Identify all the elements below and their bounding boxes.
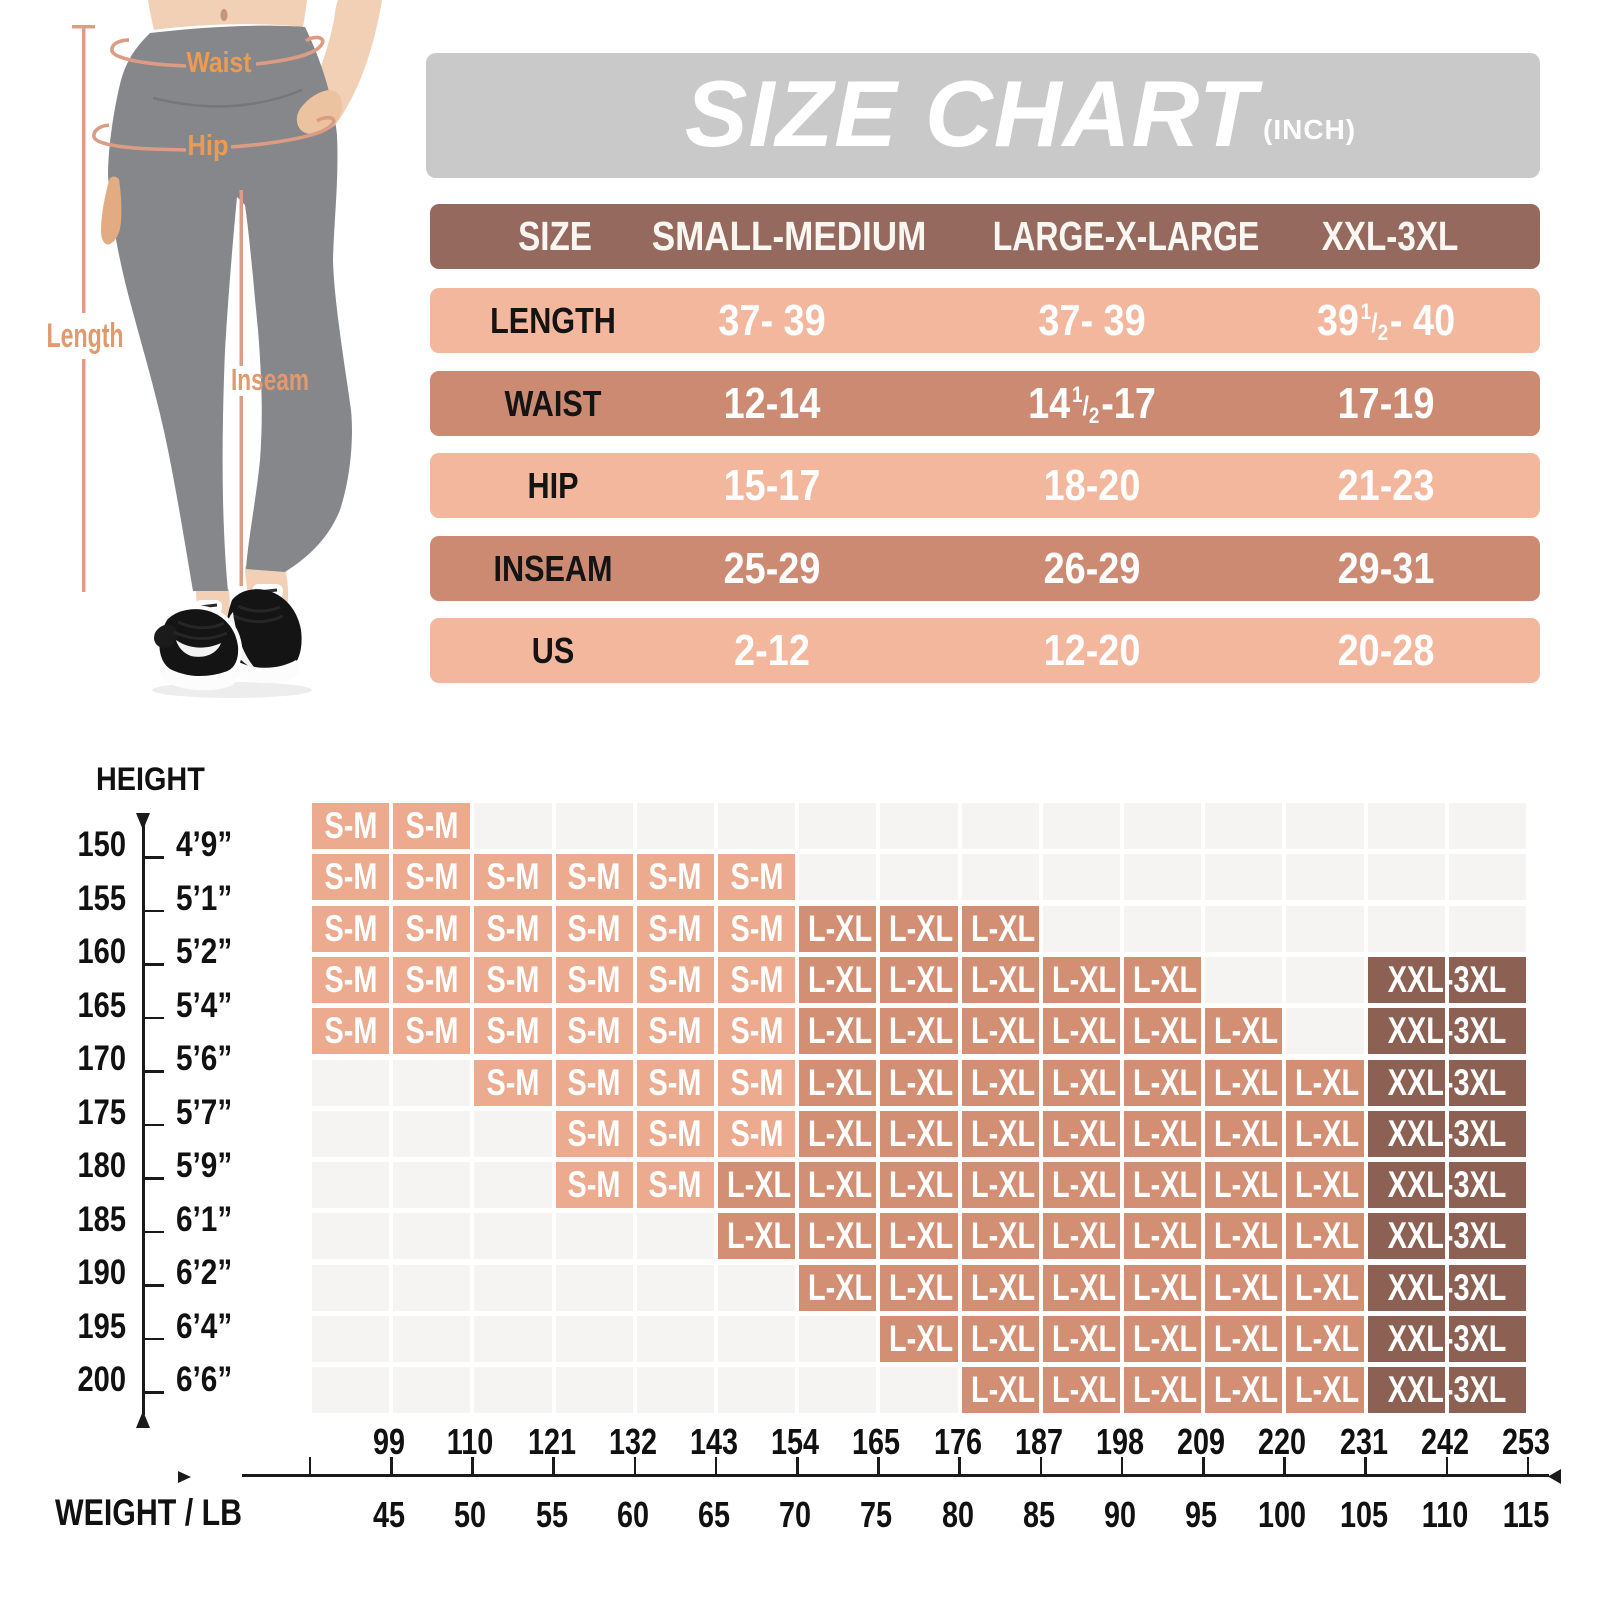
svg-text:Waist: Waist <box>187 47 252 79</box>
svg-text:Hip: Hip <box>188 130 229 162</box>
svg-text:Length: Length <box>47 317 124 355</box>
svg-text:Inseam: Inseam <box>231 362 309 397</box>
